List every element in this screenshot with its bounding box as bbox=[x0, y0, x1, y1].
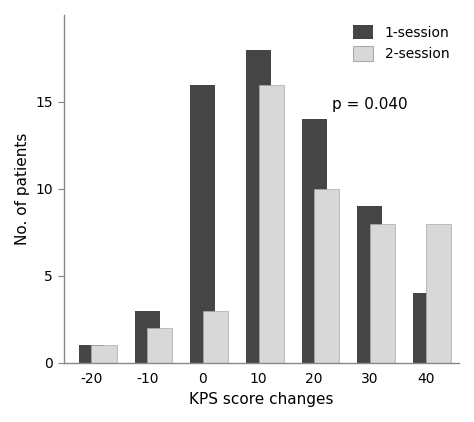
Bar bbox=[314, 189, 339, 363]
Bar bbox=[357, 206, 383, 363]
Bar bbox=[413, 293, 438, 363]
X-axis label: KPS score changes: KPS score changes bbox=[189, 392, 334, 407]
Bar bbox=[301, 119, 327, 363]
Bar bbox=[190, 84, 215, 363]
Bar bbox=[370, 224, 395, 363]
Bar bbox=[79, 345, 104, 363]
Bar bbox=[258, 84, 283, 363]
Bar bbox=[246, 50, 271, 363]
Bar bbox=[203, 311, 228, 363]
Y-axis label: No. of patients: No. of patients bbox=[15, 133, 30, 245]
Bar bbox=[147, 328, 172, 363]
Bar bbox=[135, 311, 160, 363]
Bar bbox=[426, 224, 451, 363]
Bar bbox=[91, 345, 117, 363]
Text: p = 0.040: p = 0.040 bbox=[332, 97, 408, 112]
Legend: 1-session, 2-session: 1-session, 2-session bbox=[347, 19, 455, 67]
